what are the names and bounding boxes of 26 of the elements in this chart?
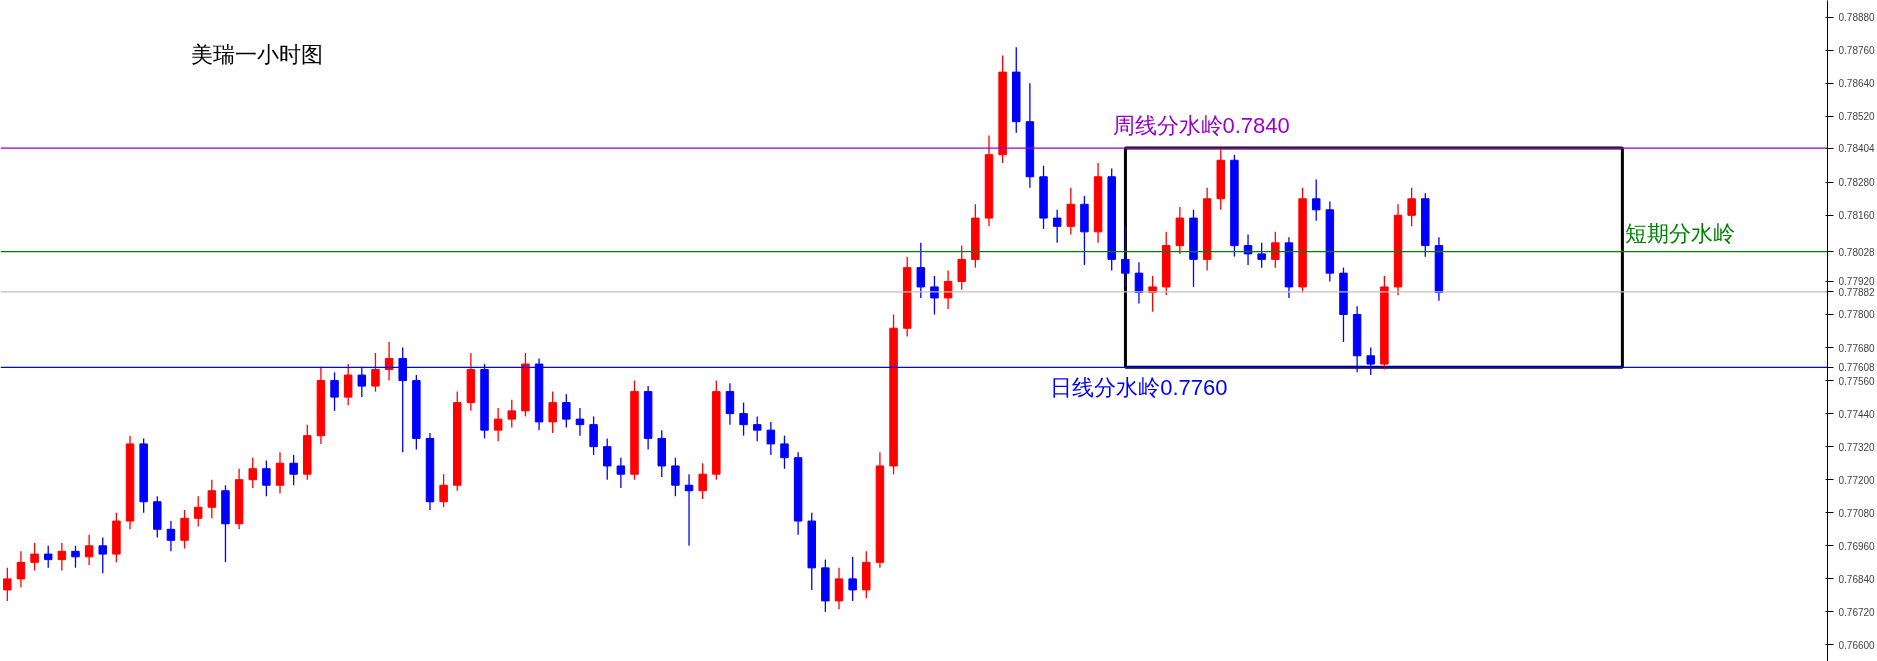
y-tick-label: 0.78160 bbox=[1838, 210, 1876, 222]
y-tick-label: 0.78404 bbox=[1838, 143, 1876, 155]
y-tick-label: 0.78640 bbox=[1838, 78, 1876, 90]
y-tick-label: 0.77560 bbox=[1838, 375, 1876, 387]
y-tick-label: 0.76600 bbox=[1838, 639, 1876, 651]
y-tick-label: 0.78280 bbox=[1838, 177, 1876, 189]
y-tick-label: 0.77440 bbox=[1838, 408, 1876, 420]
ref-line-label: 短期分水岭 bbox=[1625, 220, 1736, 246]
y-tick-label: 0.78760 bbox=[1838, 45, 1876, 57]
y-tick-label: 0.76720 bbox=[1838, 606, 1876, 618]
y-tick-label: 0.77800 bbox=[1838, 309, 1876, 321]
ref-line-label: 周线分水岭0.7840 bbox=[1112, 113, 1290, 139]
y-tick-label: 0.77680 bbox=[1838, 342, 1876, 354]
y-tick-label: 0.77200 bbox=[1838, 474, 1876, 486]
y-tick-label: 0.77080 bbox=[1838, 507, 1876, 519]
y-tick-label: 0.78880 bbox=[1838, 12, 1876, 24]
y-tick-label: 0.76840 bbox=[1838, 573, 1876, 585]
y-tick-label: 0.78028 bbox=[1838, 246, 1876, 258]
y-tick-label: 0.76960 bbox=[1838, 540, 1876, 552]
y-tick-label: 0.77608 bbox=[1838, 362, 1876, 374]
text: 美瑞一小时图 bbox=[190, 41, 323, 67]
ref-line-label: 日线分水岭0.7760 bbox=[1050, 375, 1228, 401]
y-tick-label: 0.78520 bbox=[1838, 111, 1876, 123]
y-tick-label: 0.77320 bbox=[1838, 441, 1876, 453]
y-tick-label: 0.77920 bbox=[1838, 276, 1876, 288]
y-tick-label: 0.77882 bbox=[1838, 286, 1876, 298]
